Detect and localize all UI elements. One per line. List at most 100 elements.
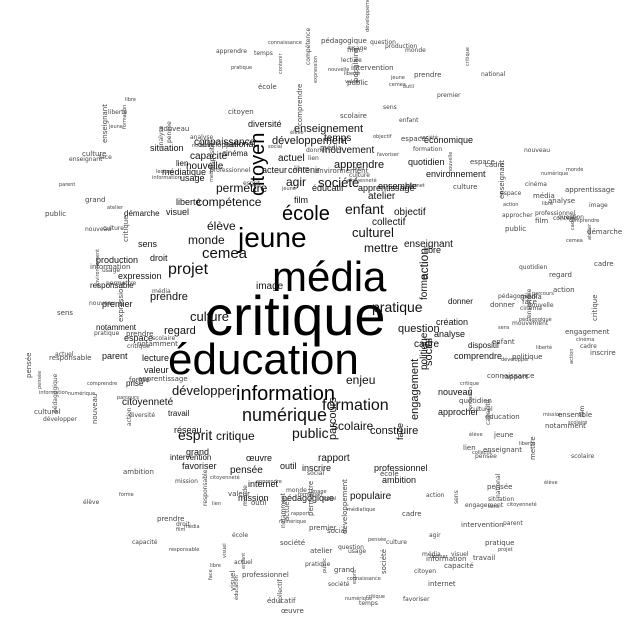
cloud-word: enseignant [404,239,453,250]
cloud-word-small: question [338,544,364,551]
cloud-word-small: premier [309,524,337,532]
cloud-word-small: éducation [234,575,240,600]
cloud-word-small: notamment [280,492,287,528]
cloud-word-small: culturel [34,408,61,416]
cloud-word: numérique [242,405,328,425]
cloud-word-small: professionnel [535,210,576,217]
cloud-word-small: espace [500,190,522,197]
cloud-word-small: actuel [55,351,74,358]
cloud-word: expression [118,271,162,281]
cloud-word-small: éducatif [267,597,296,605]
cloud-word-small: pensée [368,537,387,543]
cloud-word-small: culture [453,183,478,191]
cloud-word: nouveau [438,387,473,397]
cloud-word-small: société [380,548,388,574]
cloud-word-small: visuel [451,551,469,558]
cloud-word-small: connaissance [347,576,381,582]
cloud-word-small: espace [401,135,426,143]
cloud-word-small: usage [348,548,367,555]
cloud-word-small: culture [82,150,107,158]
cloud-word-small: dispositif [209,142,216,170]
cloud-word-small: parcours [532,291,554,297]
cloud-word-small: citoyenneté [210,475,240,481]
cloud-word: actuel [278,153,305,164]
cloud-word-small: sens [453,490,460,504]
cloud-word-small: numérique [279,519,307,525]
cloud-word: lecture [142,353,170,363]
cloud-word-small: libre [542,201,553,207]
cloud-word-small: lien [308,155,319,162]
cloud-word-small: image [311,489,327,495]
cloud-word-small: contenir [553,215,578,222]
cloud-word-small: lecture [341,57,362,64]
cloud-word: face [395,422,405,440]
cloud-word-small: culturel [470,406,493,413]
cloud-word: éducation [168,335,359,384]
cloud-word-small: mouvement [512,320,549,327]
cloud-word-small: permettre [106,280,137,287]
cloud-word-small: cinéma [520,305,542,312]
cloud-word-small: production [385,43,418,50]
cloud-word: lien [176,159,189,168]
cloud-word-small: apprentissage [138,375,188,383]
cloud-word-small: nouvelle [528,302,554,309]
cloud-word-small: temps [254,50,273,57]
cloud-word: élève [207,219,236,233]
cloud-word-small: nouvelle [448,151,454,173]
cloud-word-small: film [347,46,361,54]
cloud-word: école [282,203,330,225]
cloud-word-small: élève [290,130,304,136]
cloud-word: enfant [345,201,384,217]
cloud-word-small: nouveau [159,125,190,133]
cloud-word-small: cemea [566,238,583,244]
cloud-word: mission [238,493,269,503]
cloud-word-small: citoyen [228,108,254,116]
cloud-word-small: capacité [132,539,158,546]
cloud-word: pratique [372,299,423,315]
cloud-word-small: donner [430,554,448,560]
cloud-word-small: inscrire [590,349,616,357]
cloud-word: construire [370,425,419,437]
cloud-word-small: internet [405,183,425,189]
cloud-word-small: élève [469,432,483,438]
cloud-word-small: contenir [278,53,284,74]
cloud-word-small: cadre [594,260,614,268]
cloud-word-small: populaire [352,49,360,82]
cloud-word: film [294,195,308,205]
cloud-word-small: situation [488,496,515,503]
cloud-word-small: critique [127,343,150,350]
cloud-word-small: enseignant [483,446,522,454]
cloud-word-small: premier [437,92,461,99]
cloud-word-small: question [370,39,396,46]
cloud-word-small: critique [591,294,599,321]
cloud-word: cinéma [222,149,248,158]
cloud-word-small: usage [102,267,121,274]
cloud-word-small: critique [465,47,471,66]
cloud-word-small: responsable [169,547,200,553]
cloud-word: visuel [166,207,190,217]
cloud-word-small: film [176,527,186,533]
cloud-word-small: école [258,83,277,91]
cloud-word-small: intervention [351,64,394,72]
cloud-word-small: critique [460,381,479,387]
cloud-word: cadre [414,339,440,350]
cloud-word: monde [188,233,225,247]
cloud-word-small: social [307,470,325,477]
cloud-word: dispositif [468,341,500,350]
cloud-word-small: parent [503,520,523,527]
cloud-word-small: ensemble [558,411,593,419]
cloud-word-small: politique [512,353,543,361]
cloud-word-small: travail [473,554,496,562]
cloud-word-small: libre [294,165,310,173]
cloud-word-small: expression [313,56,319,83]
cloud-word-small: esprit [243,180,261,187]
cloud-word: acteur [262,165,288,175]
cloud-word-small: comprendre [569,218,600,224]
cloud-word: populaire [350,491,392,502]
cloud-word-small: engagement [465,502,504,509]
cloud-word: parent [102,351,128,361]
cloud-word: quotidien [408,157,445,167]
cloud-word-small: grand [85,196,106,204]
cloud-word: mettre [364,241,399,255]
cloud-word-small: pratique [94,330,120,337]
